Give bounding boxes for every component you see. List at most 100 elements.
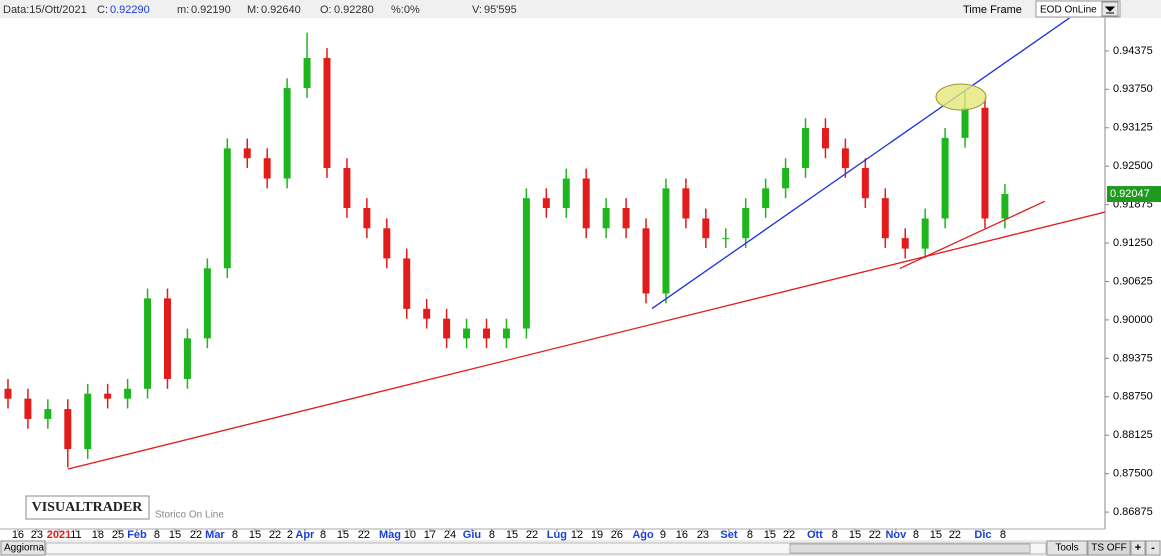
x-tick-label: 22	[949, 529, 961, 541]
candle-body	[64, 409, 72, 450]
candle-body	[901, 238, 909, 249]
candle-body	[861, 168, 869, 199]
x-tick-label: Mar	[205, 529, 225, 541]
candle-body	[522, 198, 530, 329]
logo-box	[25, 495, 150, 520]
tools-button[interactable]	[1046, 540, 1088, 556]
candle-body	[223, 148, 231, 269]
x-tick-label: 8	[320, 529, 326, 541]
x-tick-label: 16	[676, 529, 688, 541]
zoom-out-button[interactable]	[1145, 540, 1161, 556]
x-tick-label: 17	[424, 529, 436, 541]
y-tick-label: 0.90625	[1113, 275, 1153, 287]
x-tick-label: 15	[764, 529, 776, 541]
candle-body	[662, 188, 670, 294]
x-tick-label: 25	[112, 529, 124, 541]
x-tick-label: 15	[249, 529, 261, 541]
trend-line	[651, 18, 1071, 310]
header-bar	[0, 0, 1161, 18]
header-min: 0.92190	[191, 4, 231, 16]
header-vol: 95'595	[484, 4, 517, 16]
x-tick-label: 8	[832, 529, 838, 541]
y-tick-label: 0.94375	[1113, 45, 1153, 57]
candle-body	[981, 107, 989, 219]
x-tick-label: 2	[287, 529, 293, 541]
candle-body	[1001, 194, 1009, 219]
x-tick-label: 16	[12, 529, 24, 541]
candle-body	[243, 148, 251, 159]
header-date: Data:15/Ott/2021	[3, 4, 87, 16]
highlight-ellipse	[935, 83, 987, 111]
x-tick-label: 8	[232, 529, 238, 541]
candle-body	[622, 208, 630, 229]
candle-body	[124, 388, 132, 399]
ts-button[interactable]	[1087, 540, 1131, 556]
x-tick-label: 23	[31, 529, 43, 541]
candle-body	[463, 328, 471, 339]
feed-value: EOD OnLine	[1040, 5, 1097, 16]
candle-body	[24, 398, 32, 419]
header-close: 0.92290	[110, 4, 150, 16]
x-tick-label: 11	[70, 529, 81, 541]
feed-select[interactable]	[1035, 0, 1121, 18]
candle-body	[44, 409, 52, 419]
candle-body	[841, 148, 849, 169]
x-tick-label: 15	[169, 529, 181, 541]
header-vol-label: V:	[472, 4, 482, 16]
candle-body	[163, 298, 171, 379]
header-close-label: C:	[97, 4, 108, 16]
x-tick-label: Apr	[295, 529, 315, 541]
x-tick-label: 2021	[47, 529, 71, 541]
last-price-box	[1107, 186, 1161, 203]
x-tick-label: 8	[747, 529, 753, 541]
candle-body	[642, 228, 650, 294]
last-price-label: 0.92047	[1110, 188, 1150, 200]
x-tick-label: 10	[404, 529, 416, 541]
candle-body	[104, 393, 112, 399]
candle-body	[263, 158, 271, 179]
candle-body	[483, 328, 490, 339]
logo-subtitle: Storico On Line	[155, 510, 224, 521]
candle-body	[403, 258, 411, 309]
scrollbar-thumb[interactable]	[789, 543, 1031, 554]
candle-body	[821, 128, 829, 149]
candle-body	[303, 57, 311, 89]
scrollbar-track[interactable]	[45, 542, 1047, 555]
header-pct: %:0%	[391, 4, 420, 16]
candle-body	[203, 268, 211, 339]
candle-body	[144, 298, 152, 389]
trend-line	[67, 211, 1105, 470]
y-tick-label: 0.90000	[1113, 314, 1153, 326]
x-tick-label: Feb	[127, 529, 147, 541]
x-tick-label: Set	[720, 529, 737, 541]
x-tick-label: 19	[591, 529, 603, 541]
candle-body	[84, 393, 92, 450]
refresh-button[interactable]	[0, 540, 46, 556]
y-tick-label: 0.87500	[1113, 468, 1153, 480]
zoom-out-label: -	[1151, 542, 1155, 554]
trend-line	[899, 200, 1046, 270]
candle-body	[782, 168, 790, 189]
candle-body	[283, 88, 291, 179]
y-tick-label: 0.89375	[1113, 352, 1153, 364]
zoom-in-button[interactable]	[1130, 540, 1146, 556]
candle-body	[4, 388, 12, 399]
logo-name: VISUALTRADER	[32, 500, 144, 515]
x-tick-label: Mag	[379, 529, 401, 541]
x-tick-label: 9	[660, 529, 666, 541]
x-tick-label: 15	[337, 529, 349, 541]
x-tick-label: 8	[489, 529, 495, 541]
x-tick-label: 22	[869, 529, 881, 541]
candle-body	[562, 178, 570, 209]
tools-label: Tools	[1055, 543, 1078, 554]
refresh-label: Aggiorna	[4, 543, 44, 554]
y-tick-label: 0.88750	[1113, 391, 1153, 403]
ts-label: TS OFF	[1091, 543, 1127, 554]
x-tick-label: 15	[930, 529, 942, 541]
candle-body	[443, 318, 451, 339]
candle-body	[582, 178, 590, 229]
x-tick-label: Giu	[463, 529, 481, 541]
candle-body	[183, 338, 191, 379]
